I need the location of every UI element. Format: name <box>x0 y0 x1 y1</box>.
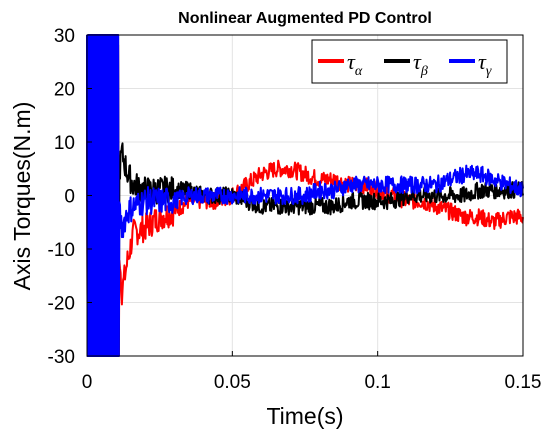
y-axis-title: Axis Torques(N.m) <box>9 102 35 291</box>
y-tick-label: -10 <box>48 240 75 261</box>
series-line-γ <box>86 34 524 357</box>
x-axis-title: Time(s) <box>266 403 343 429</box>
x-tick-label: 0.15 <box>505 372 542 393</box>
y-tick-label: 30 <box>54 26 75 47</box>
y-tick-label: 20 <box>54 80 75 101</box>
legend-label: τγ <box>478 49 492 79</box>
x-tick-label: 0 <box>82 372 93 393</box>
legend: τα τβ τγ <box>311 39 508 84</box>
y-tick-label: -30 <box>48 347 75 368</box>
x-tick-label: 0.1 <box>364 372 390 393</box>
y-tick-label: 10 <box>54 133 75 154</box>
legend-label: τβ <box>413 49 428 79</box>
chart-title: Nonlinear Augmented PD Control <box>178 10 432 27</box>
y-tick-label: 0 <box>64 187 75 208</box>
legend-label: τα <box>347 49 363 79</box>
x-tick-label: 0.05 <box>214 372 251 393</box>
ticks: 0 0.05 0.1 0.15 -30 -20 -10 0 10 20 30 <box>48 26 542 393</box>
y-tick-label: -20 <box>48 294 75 315</box>
series-lines <box>86 34 524 357</box>
